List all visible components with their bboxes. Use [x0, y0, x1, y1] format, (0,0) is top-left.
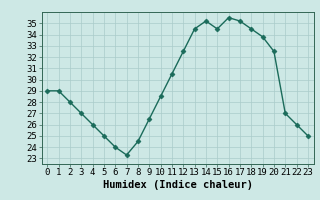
X-axis label: Humidex (Indice chaleur): Humidex (Indice chaleur) [103, 180, 252, 190]
